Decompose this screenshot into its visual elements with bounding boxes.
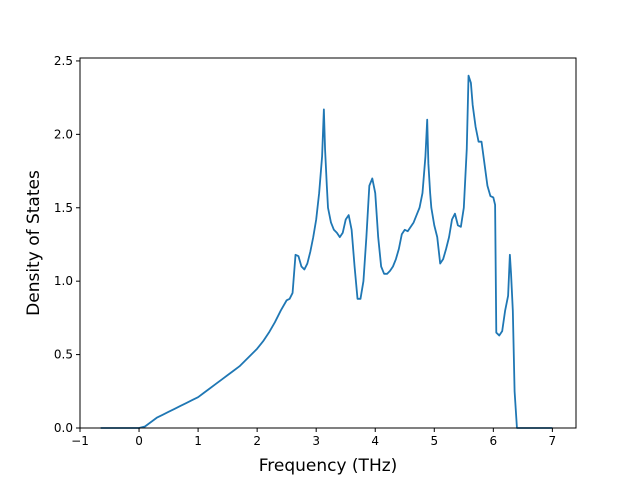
x-tick-label: 1	[194, 434, 202, 448]
y-tick-label: 0.5	[54, 348, 73, 362]
y-tick-label: 2.0	[54, 127, 73, 141]
x-tick-label: 3	[312, 434, 320, 448]
x-tick-label: 0	[135, 434, 143, 448]
y-tick-label: 2.5	[54, 54, 73, 68]
dos-series-line	[100, 74, 553, 429]
x-tick-label: 4	[371, 434, 379, 448]
y-tick-label: 0.0	[54, 421, 73, 435]
x-tick-label: 6	[490, 434, 498, 448]
x-tick-label: 5	[430, 434, 438, 448]
x-axis-label: Frequency (THz)	[259, 456, 398, 476]
x-tick-label: 7	[549, 434, 557, 448]
x-tick-label: −1	[71, 434, 89, 448]
plot-area	[79, 57, 577, 429]
y-axis-label: Density of States	[24, 170, 44, 316]
y-tick-label: 1.0	[54, 274, 73, 288]
x-axis-ticks: −1 0 1 2 3 4 5 6 7	[71, 428, 556, 448]
y-tick-label: 1.5	[54, 201, 73, 215]
y-axis-ticks: 0.0 0.5 1.0 1.5 2.0 2.5	[54, 54, 80, 435]
axes-frame	[79, 57, 577, 429]
x-tick-label: 2	[253, 434, 261, 448]
